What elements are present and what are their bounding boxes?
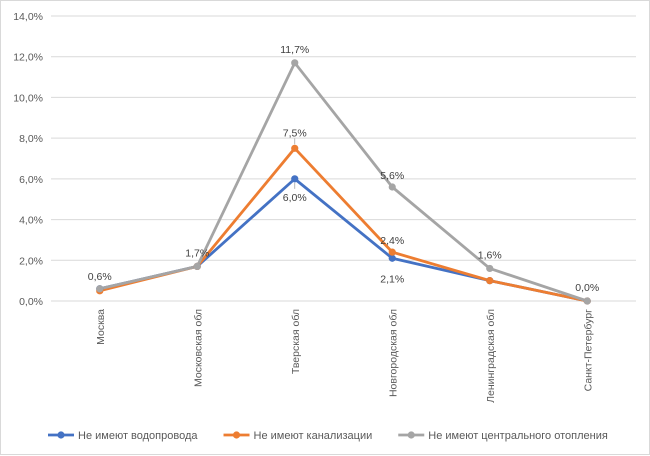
data-point <box>486 277 494 285</box>
legend-swatch-marker <box>407 431 415 439</box>
y-tick-label: 0,0% <box>19 296 43 308</box>
legend-item[interactable]: Не имеют водопровода <box>48 430 198 442</box>
data-point <box>388 254 396 262</box>
legend-item[interactable]: Не имеют канализации <box>223 430 373 442</box>
data-label: 1,7% <box>185 247 209 259</box>
data-point <box>388 248 396 256</box>
data-label: 0,0% <box>575 282 599 294</box>
data-label: 11,7% <box>280 44 309 56</box>
legend-item[interactable]: Не имеют центрального отопления <box>398 430 608 442</box>
data-point <box>388 183 396 191</box>
legend-swatch-marker <box>232 431 241 439</box>
y-tick-label: 4,0% <box>19 215 43 227</box>
legend-label: Не имеют центрального отопления <box>428 430 608 442</box>
data-label: 5,6% <box>380 170 404 182</box>
x-category-label: Ленинградская обл <box>485 309 497 403</box>
x-axis-category-labels: Москва Московская обл Тверская обл Новгород… <box>95 309 595 403</box>
data-label: 2,4% <box>380 235 404 247</box>
x-category-label: Московская обл <box>192 309 204 387</box>
data-point <box>291 144 299 152</box>
series-line <box>98 61 589 303</box>
x-category-label: Санкт-Петербург <box>582 309 594 392</box>
data-point <box>291 175 299 183</box>
data-label: 7,5% <box>283 127 307 139</box>
x-category-label: Тверская обл <box>290 309 302 374</box>
series-line <box>98 146 589 303</box>
data-point <box>291 59 299 67</box>
series-lines <box>98 61 589 303</box>
legend-label: Не имеют канализации <box>254 430 373 442</box>
y-axis-tick-labels: 0,0% 2,0% 4,0% 6,0% 8,0% 10,0% 12,0% 14,0% <box>13 11 43 308</box>
data-label: 0,6% <box>88 271 112 283</box>
y-tick-label: 8,0% <box>19 133 43 145</box>
legend-label: Не имеют водопровода <box>78 430 198 442</box>
data-point <box>486 264 494 273</box>
data-labels: 6,0% 2,1% 7,5% 2,4% 0,6% 1,7% 11,7% 5,6% 1,6% 0,0… <box>88 44 599 294</box>
series-markers <box>96 59 591 305</box>
data-point <box>96 285 104 293</box>
x-category-label: Москва <box>95 309 107 345</box>
x-category-label: Новгородская обл <box>387 309 399 397</box>
y-tick-label: 12,0% <box>13 52 43 64</box>
legend: Не имеют водопровода Не имеют канализации… <box>48 430 608 442</box>
data-point <box>193 262 201 270</box>
gridlines <box>51 15 636 302</box>
data-label: 2,1% <box>380 273 404 285</box>
data-label: 6,0% <box>283 192 307 204</box>
legend-swatch-marker <box>57 431 65 439</box>
y-tick-label: 6,0% <box>19 174 43 186</box>
y-tick-label: 14,0% <box>13 11 43 23</box>
series-line <box>98 177 589 303</box>
y-tick-label: 2,0% <box>19 255 43 267</box>
data-point <box>583 297 591 305</box>
data-label: 1,6% <box>478 249 502 261</box>
y-tick-label: 10,0% <box>13 92 43 104</box>
